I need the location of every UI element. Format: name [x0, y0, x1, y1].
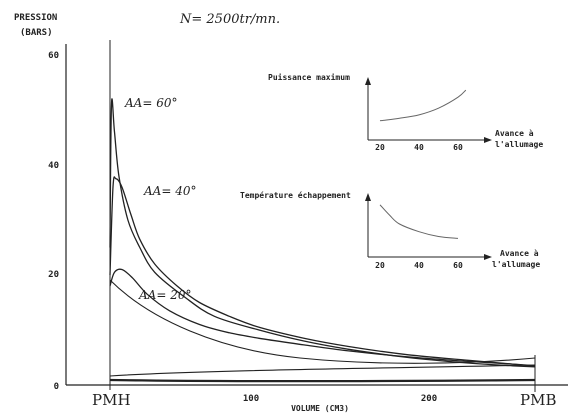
series-line-1 [109, 176, 536, 367]
y-tick-label-40: 40 [48, 161, 59, 171]
series-line-0 [109, 98, 536, 368]
inset-temperature-curve [379, 204, 459, 239]
inset-puissance-x-arrow [484, 137, 492, 143]
x-tick-label-200: 200 [421, 394, 437, 404]
exhaust-curve [109, 364, 536, 377]
inset-puissance-x-title-line2: l'allumage [495, 140, 543, 149]
inset-temperature-x-tick-60: 60 [453, 261, 463, 270]
x-tick-label-100: 100 [243, 394, 259, 404]
intake-curve [109, 378, 536, 383]
inset-temperature-x-title-line1: Avance à [500, 249, 539, 258]
inset-puissance-x-tick-40: 40 [414, 143, 424, 152]
compression-curve [109, 279, 536, 364]
inset-puissance-curve [379, 89, 467, 122]
chart-subtitle: N= 2500tr/mn. [179, 12, 280, 27]
inset-puissance-x-title-line1: Avance à [495, 129, 534, 138]
inset-temperature-y-arrow [365, 193, 371, 201]
inset-temperature-x-tick-20: 20 [375, 261, 385, 270]
y-axis-title-line1: PRESSION [14, 13, 57, 23]
pmb-label: PMB [520, 391, 556, 409]
inset-temperature-x-title-line2: l'allumage [492, 260, 540, 269]
series-line-2 [109, 268, 536, 367]
series-label-aa60: AA= 60° [124, 96, 177, 110]
y-tick-label-20: 20 [48, 270, 59, 280]
inset-puissance-x-tick-20: 20 [375, 143, 385, 152]
series-label-aa40: AA= 40° [143, 184, 196, 198]
inset-puissance-y-arrow [365, 77, 371, 85]
inset-temperature-title: Température échappement [240, 190, 351, 200]
x-axis-title: VOLUME (CM3) [291, 404, 349, 413]
pmh-label: PMH [92, 391, 131, 409]
inset-puissance-title: Puissance maximum [268, 72, 350, 82]
series-label-aa20: AA= 20° [138, 288, 191, 302]
y-axis-title-line2: (BARS) [20, 28, 53, 38]
inset-puissance-x-title: Avance à l'allumage [495, 129, 543, 149]
inset-temperature: Température échappement 20 40 60 Avance … [240, 190, 540, 270]
inset-temperature-x-title: Avance à l'allumage [492, 249, 540, 269]
inset-temperature-x-tick-40: 40 [414, 261, 424, 270]
main-series-group [109, 98, 536, 368]
inset-temperature-x-arrow [484, 254, 492, 260]
y-tick-label-60: 60 [48, 51, 59, 61]
y-tick-label-0: 0 [54, 382, 59, 392]
inset-puissance-x-tick-60: 60 [453, 143, 463, 152]
inset-puissance: Puissance maximum 20 40 60 Avance à l'all… [268, 72, 543, 152]
